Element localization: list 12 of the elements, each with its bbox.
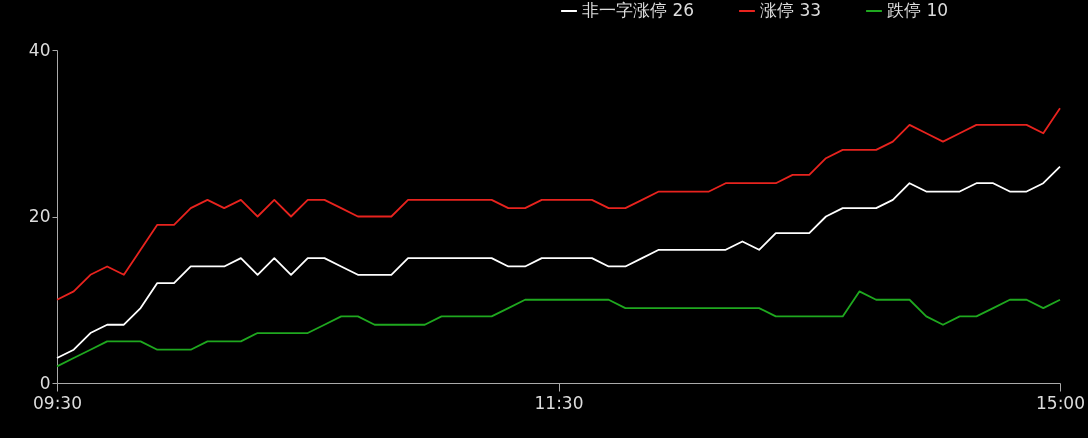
line-series <box>56 290 1061 368</box>
legend-label: 跌停 10 <box>887 0 949 20</box>
y-tick-label: 20 <box>28 206 51 226</box>
x-tick-label: 15:00 <box>1036 392 1085 413</box>
legend-label: 涨停 33 <box>760 0 822 20</box>
y-tick-label: 0 <box>39 372 51 393</box>
x-tick-label: 11:30 <box>534 392 584 413</box>
line-series <box>56 107 1061 301</box>
x-tick-label: 09:30 <box>33 392 82 413</box>
line-series <box>56 165 1061 359</box>
legend-label: 非一字涨停 26 <box>582 0 695 20</box>
y-tick-label: 40 <box>28 39 51 60</box>
